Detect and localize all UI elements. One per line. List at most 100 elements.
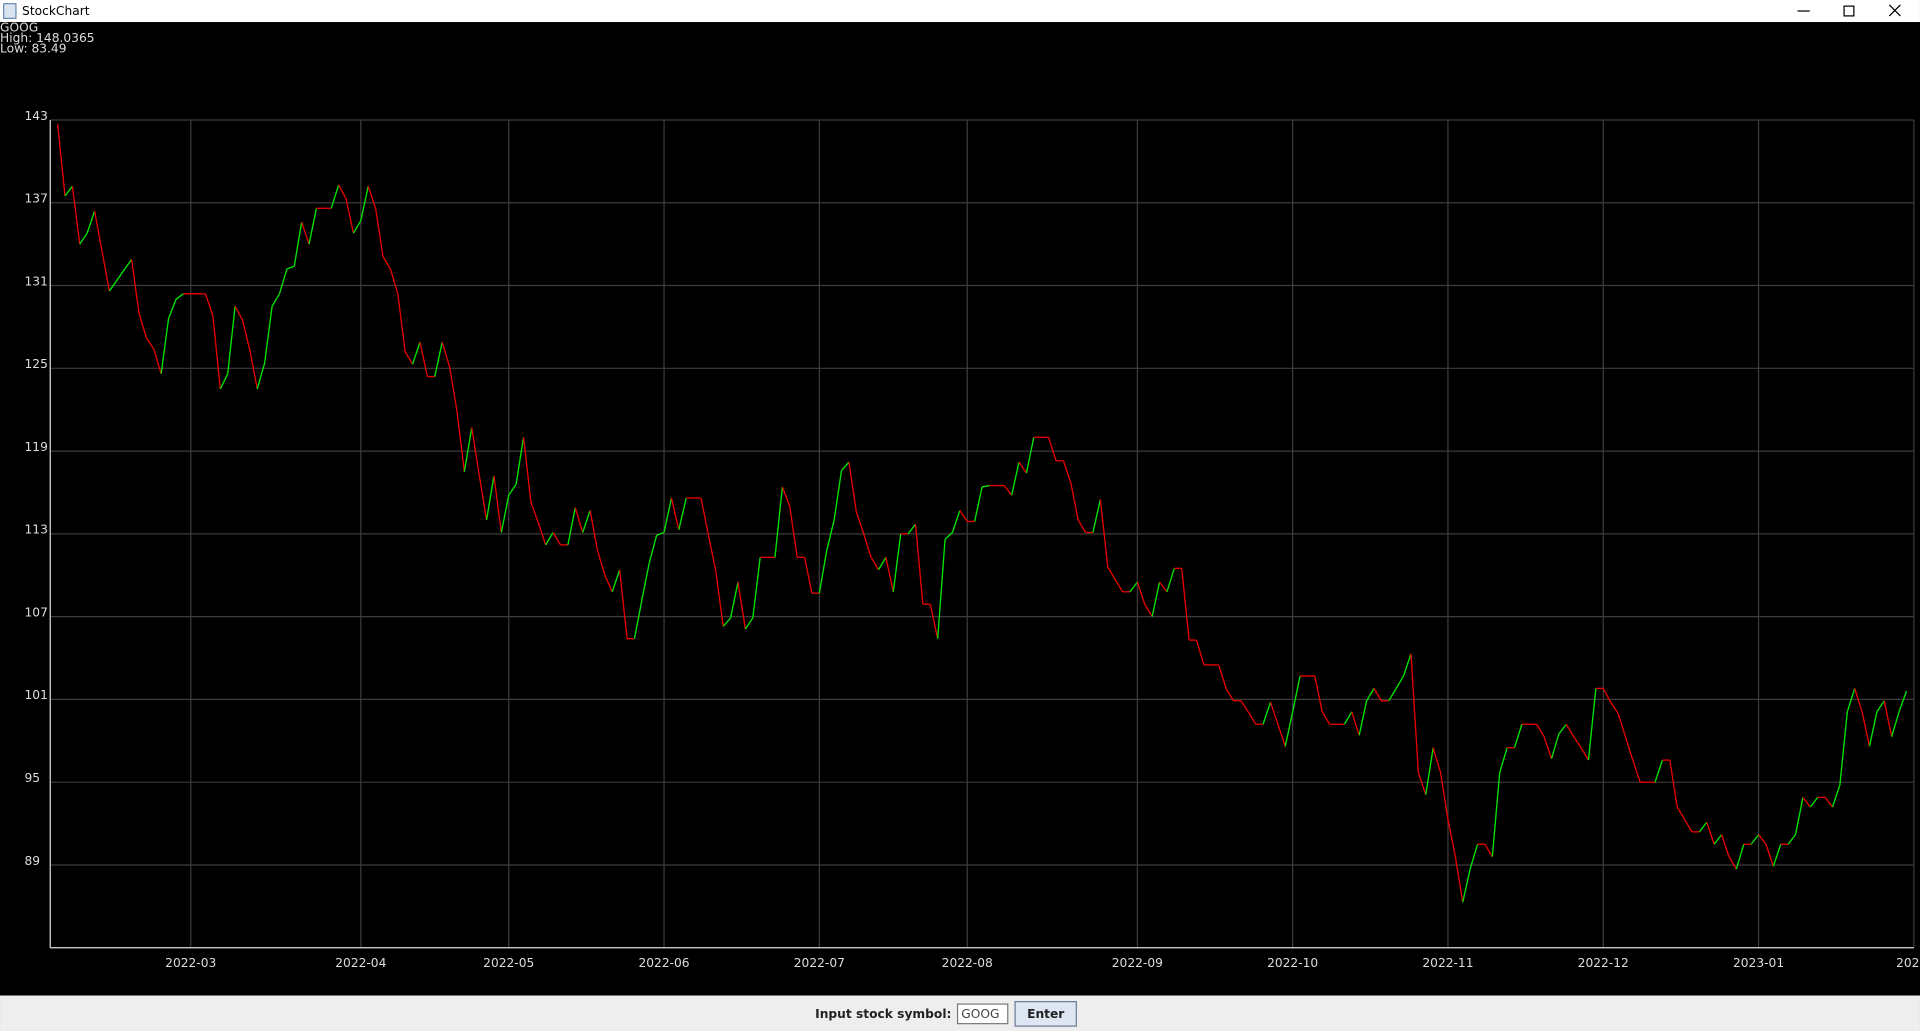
price-segment	[700, 497, 710, 536]
input-label: Input stock symbol:	[815, 1007, 951, 1021]
price-segment	[86, 210, 96, 234]
price-segment	[1462, 868, 1471, 903]
price-segment	[175, 293, 184, 300]
price-segment	[1772, 844, 1782, 867]
price-segment	[1010, 461, 1020, 496]
y-tick-label: 89	[25, 854, 41, 868]
price-segment	[1425, 747, 1434, 795]
price-segment	[981, 484, 990, 488]
price-segment	[973, 486, 983, 522]
price-segment	[789, 506, 798, 558]
price-segment	[1321, 711, 1331, 725]
price-segment	[1025, 437, 1035, 474]
price-segment	[1491, 772, 1501, 857]
price-segment	[1447, 819, 1457, 857]
price-segment	[885, 557, 894, 592]
app-icon	[3, 3, 17, 19]
enter-button[interactable]	[1014, 1001, 1077, 1027]
price-segment	[1720, 834, 1730, 857]
price-segment	[1765, 844, 1774, 867]
price-segment	[863, 533, 872, 558]
high-label: High: 148.0365	[0, 31, 95, 45]
price-segment	[1669, 760, 1678, 808]
price-segment	[1373, 688, 1382, 702]
price-segment	[256, 362, 266, 390]
enter-button-label[interactable]: Enter	[1027, 1007, 1064, 1021]
price-segment	[1070, 482, 1079, 521]
price-segment	[286, 265, 295, 270]
price-segment	[737, 582, 747, 630]
price-segment	[1417, 772, 1427, 795]
price-segment	[641, 562, 650, 601]
price-segment	[582, 510, 591, 533]
price-segment	[271, 293, 281, 307]
price-segment	[1047, 437, 1057, 461]
price-segment	[936, 539, 946, 639]
price-segment	[1713, 834, 1723, 845]
x-tick-label: 2022-12	[1578, 956, 1629, 970]
price-segment	[1003, 485, 1013, 496]
price-segment	[212, 315, 221, 390]
price-segment	[71, 186, 81, 245]
y-tick-label: 125	[25, 357, 48, 371]
symbol-input[interactable]	[956, 1003, 1009, 1025]
price-segment	[929, 604, 939, 639]
price-segment	[1484, 843, 1493, 858]
price-segment	[234, 305, 244, 321]
price-segment	[1402, 653, 1412, 677]
price-segment	[241, 319, 251, 351]
price-segment	[1550, 733, 1560, 759]
restore-button[interactable]	[1843, 5, 1855, 17]
price-segment	[500, 495, 510, 533]
price-segment	[1587, 688, 1597, 761]
price-segment	[441, 341, 451, 368]
price-segment	[1831, 784, 1841, 808]
price-segment	[382, 256, 391, 270]
price-segment	[330, 184, 340, 209]
price-segment	[1158, 581, 1168, 593]
price-segment	[1573, 736, 1582, 749]
price-segment	[1617, 713, 1627, 737]
price-segment	[1854, 688, 1863, 713]
price-segment	[345, 198, 355, 234]
price-segment	[1195, 639, 1205, 666]
price-segment	[1144, 603, 1153, 617]
price-segment	[249, 350, 258, 390]
price-segment	[93, 210, 111, 292]
price-segment	[663, 497, 673, 533]
price-segment	[545, 532, 554, 546]
price-segment	[1432, 747, 1442, 773]
x-tick-label: 2022-05	[483, 956, 534, 970]
price-segment	[1284, 711, 1294, 747]
close-button[interactable]	[1888, 4, 1901, 17]
window-title: StockChart	[22, 4, 90, 18]
price-segment	[64, 185, 73, 197]
price-segment	[434, 341, 443, 377]
price-segment	[1225, 688, 1235, 702]
price-segment	[1632, 759, 1641, 783]
price-segment	[522, 437, 532, 503]
price-segment	[567, 507, 576, 546]
price-segment	[1809, 796, 1819, 808]
x-tick-label: 2022-08	[942, 956, 993, 970]
price-segment	[1824, 796, 1834, 808]
price-segment	[870, 556, 880, 571]
price-segment	[596, 550, 606, 576]
y-tick-label: 113	[25, 523, 48, 537]
price-segment	[1558, 723, 1567, 735]
x-tick-label: 2022-10	[1267, 956, 1318, 970]
y-tick-label: 101	[25, 688, 48, 702]
price-segment	[722, 617, 732, 627]
price-segment	[1794, 797, 1804, 835]
price-segment	[1018, 461, 1027, 474]
price-segment	[752, 557, 761, 619]
price-segment	[1543, 736, 1553, 759]
price-segment	[360, 186, 369, 221]
y-tick-label: 137	[25, 192, 48, 206]
y-tick-label: 107	[25, 605, 48, 619]
price-segment	[841, 461, 850, 471]
price-segment	[715, 571, 724, 627]
symbol-input-value[interactable]: GOOG	[961, 1007, 999, 1021]
